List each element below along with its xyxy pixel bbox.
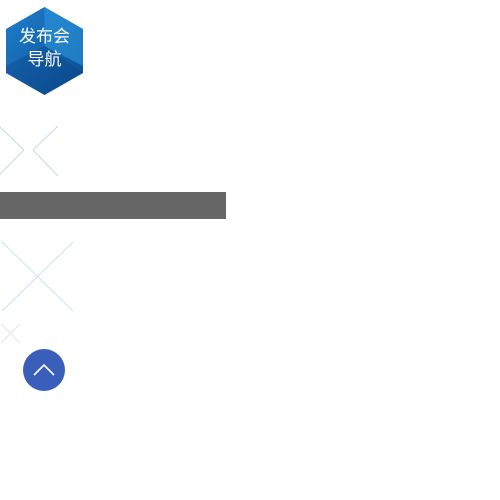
hexagon-icon [6,7,83,95]
launch-navigation-badge[interactable]: 发布会 导航 [5,6,84,96]
decorative-large-cross-icon [1,241,74,312]
badge-label-line2: 导航 [27,50,62,70]
chevron-up-icon [33,363,55,376]
badge-label: 发布会 导航 [5,26,84,72]
back-to-top-button[interactable] [23,349,65,391]
decorative-cross-lines-icon [0,125,59,177]
decorative-small-cross-icon [0,323,21,344]
gray-bar [0,192,226,219]
badge-label-line1: 发布会 [19,27,70,47]
